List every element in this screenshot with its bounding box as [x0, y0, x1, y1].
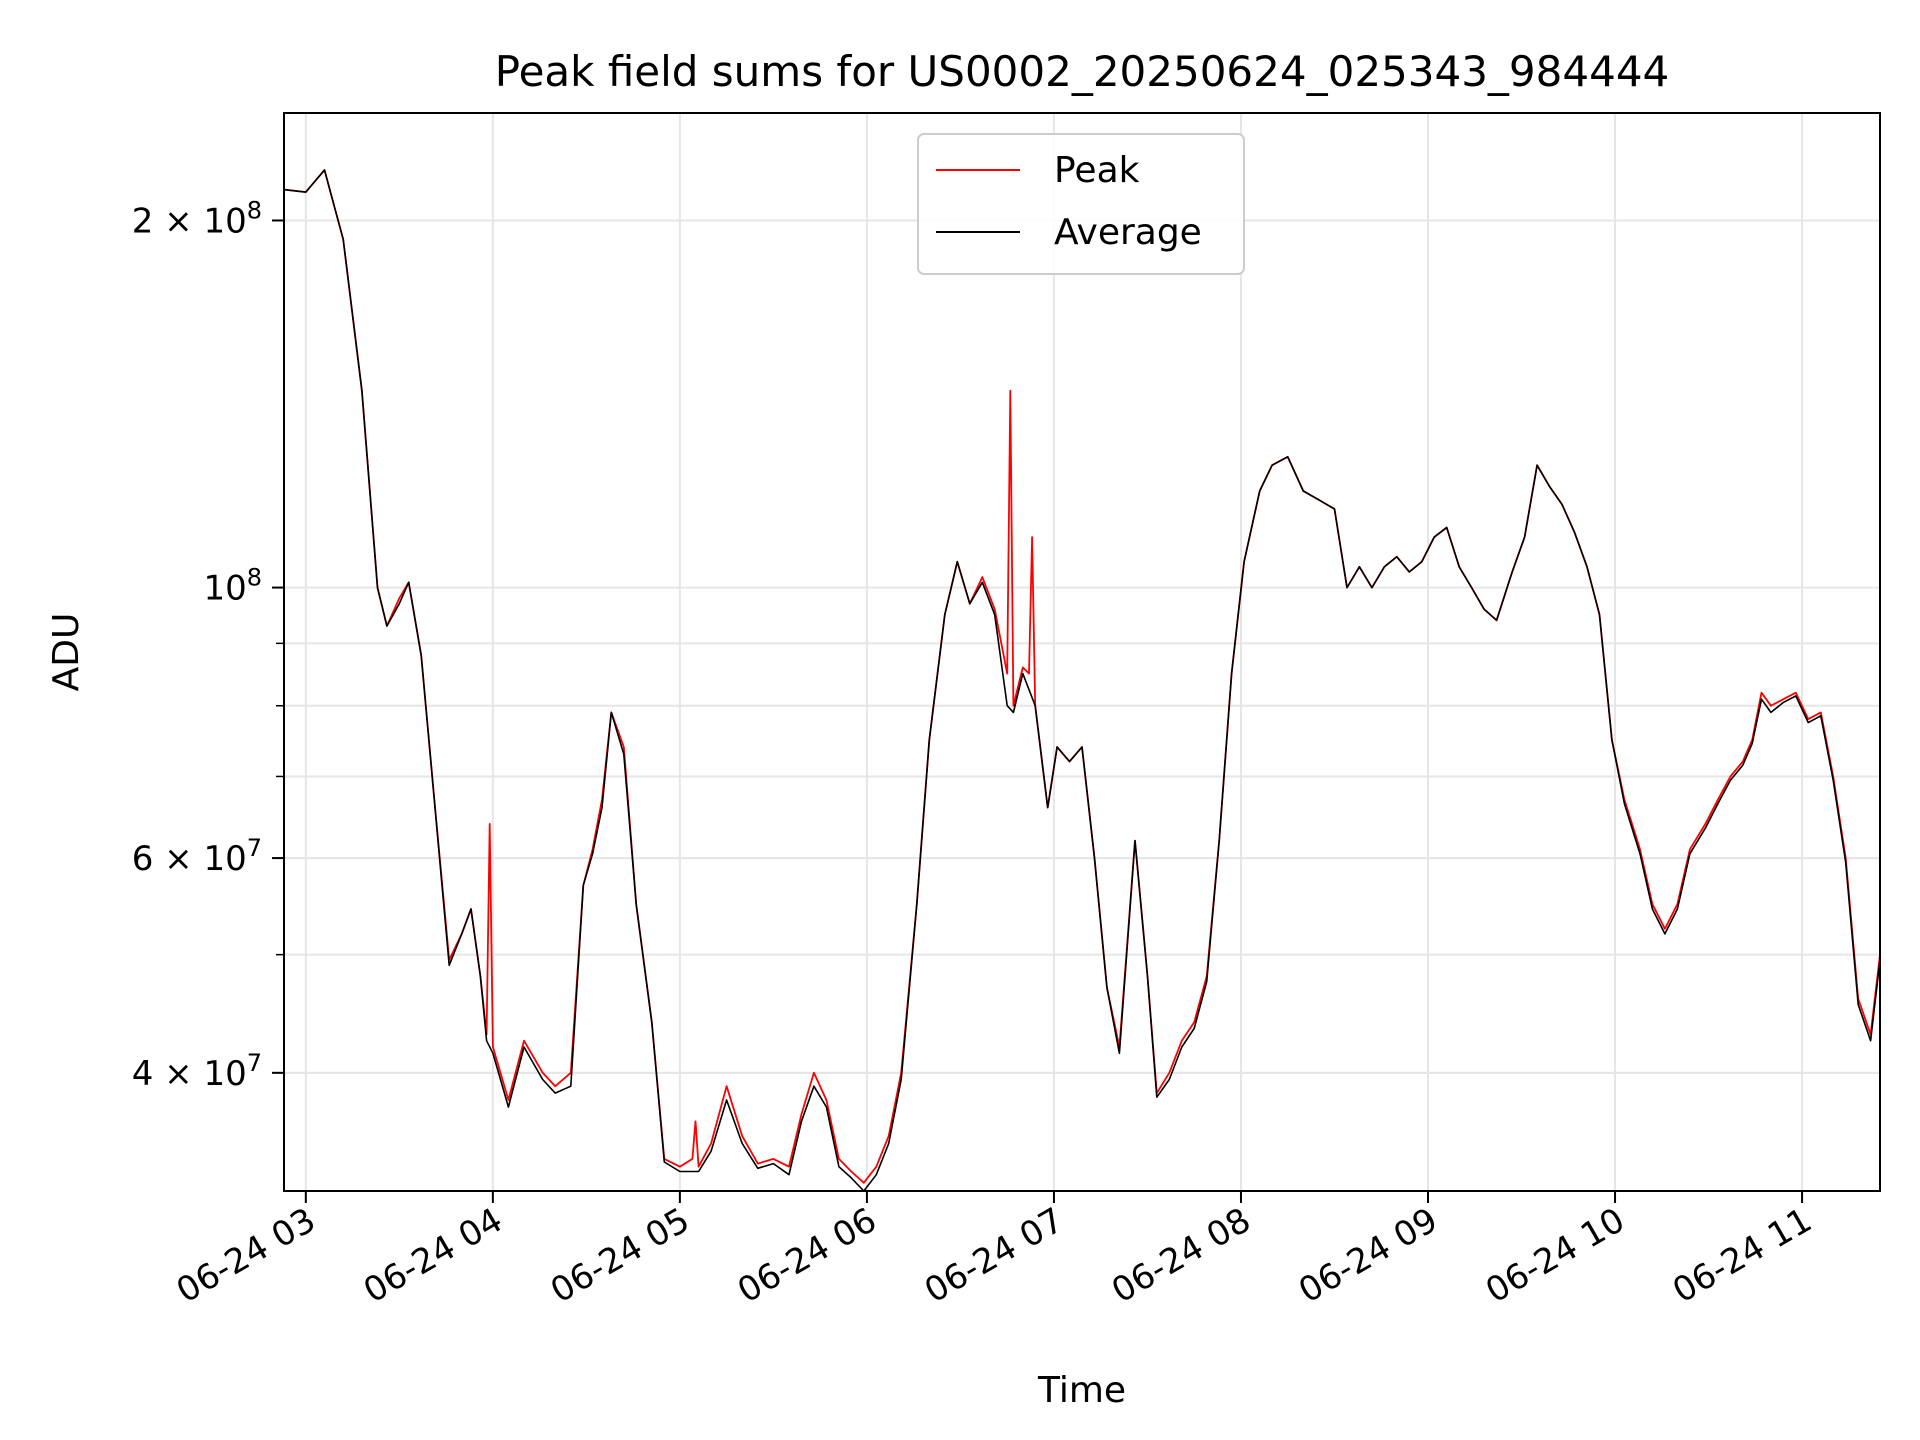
y-tick-label: 4 × 107 — [132, 1049, 262, 1094]
y-tick-label: 6 × 107 — [132, 834, 262, 879]
series-group — [283, 169, 1881, 1192]
x-axis-label: Time — [1037, 1370, 1126, 1411]
legend: Peak Average — [917, 133, 1245, 275]
legend-label-peak: Peak — [1054, 150, 1140, 191]
y-tick-label: 2 × 108 — [132, 196, 262, 241]
legend-label-average: Average — [1054, 212, 1202, 253]
y-axis-label: ADU — [46, 613, 87, 692]
plot-frame — [283, 112, 1881, 1192]
series-line-average — [283, 169, 1881, 1192]
chart-title: Peak field sums for US0002_20250624_0253… — [495, 47, 1670, 96]
